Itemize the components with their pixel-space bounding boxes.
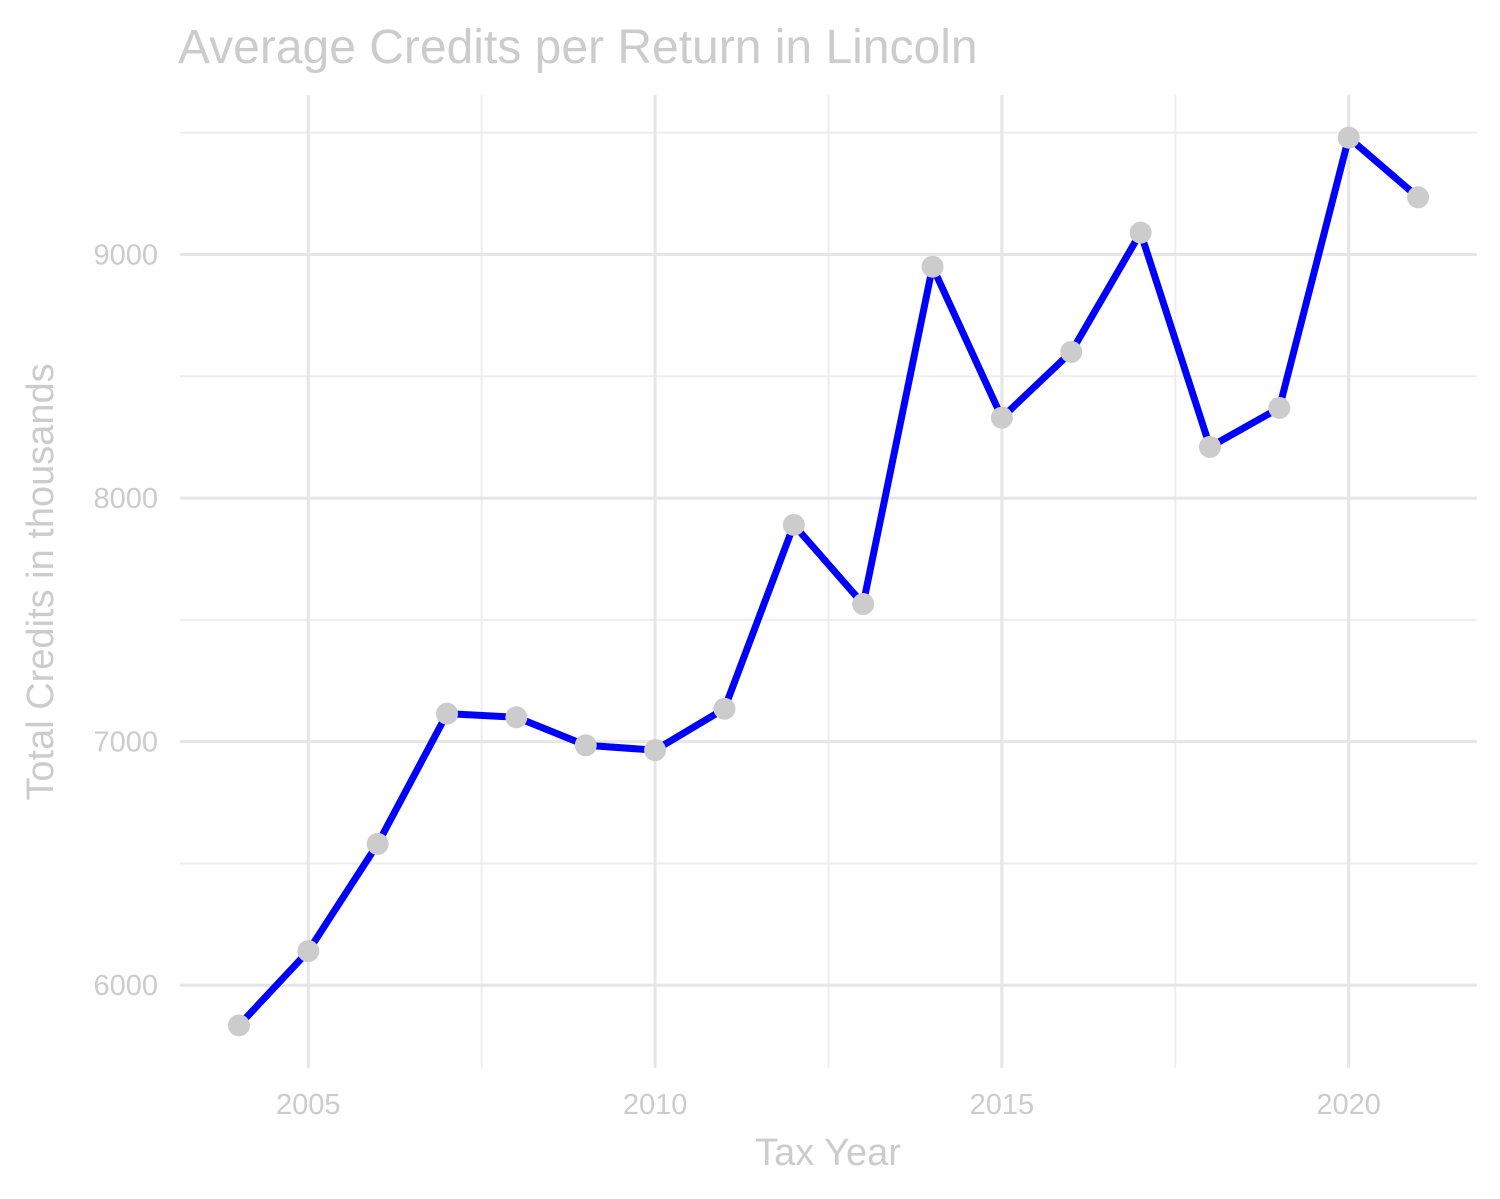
data-point [1129, 221, 1152, 244]
x-tick-label: 2015 [970, 1089, 1035, 1121]
major-gridlines [180, 95, 1477, 1068]
series-layer [236, 134, 1421, 1028]
data-point [1407, 186, 1430, 209]
data-point [1337, 126, 1360, 149]
points-layer [227, 126, 1430, 1037]
x-tick-label: 2020 [1316, 1089, 1381, 1121]
data-point [227, 1014, 250, 1037]
data-point [574, 734, 597, 757]
data-point [852, 593, 875, 616]
data-point [713, 697, 736, 720]
x-tick-label: 2005 [276, 1089, 341, 1121]
data-point [644, 739, 667, 762]
y-tick-label: 7000 [93, 727, 158, 759]
chart-title: Average Credits per Return in Lincoln [178, 21, 978, 74]
data-point [436, 702, 459, 725]
data-point [990, 406, 1013, 429]
x-axis-tick-labels: 2005 2010 2015 2020 [276, 1089, 1381, 1121]
data-point [782, 513, 805, 536]
y-axis-title: Total Credits in thousands [20, 363, 62, 800]
y-axis-tick-labels: 6000 7000 8000 9000 [93, 240, 158, 1003]
data-point [505, 706, 528, 729]
data-point [921, 255, 944, 278]
data-point [1268, 396, 1291, 419]
y-tick-label: 6000 [93, 970, 158, 1002]
data-point [1060, 340, 1083, 363]
y-tick-label: 8000 [93, 483, 158, 515]
x-axis-title: Tax Year [755, 1132, 901, 1174]
y-tick-label: 9000 [93, 240, 158, 272]
data-point [297, 940, 320, 963]
minor-gridlines [180, 95, 1477, 1068]
data-point [1198, 435, 1221, 458]
data-point [366, 832, 389, 855]
series-line [236, 134, 1421, 1028]
x-tick-label: 2010 [623, 1089, 688, 1121]
